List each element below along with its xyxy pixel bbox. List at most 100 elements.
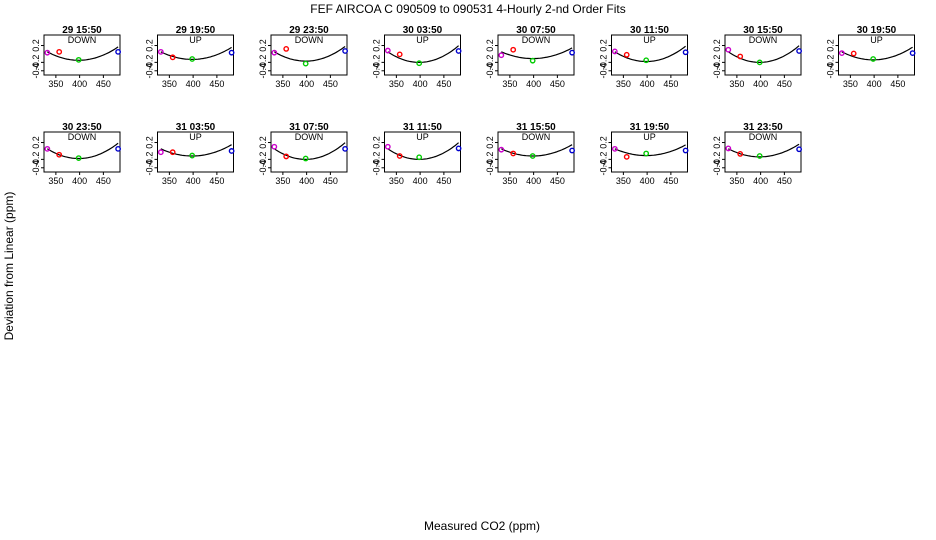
x-tick-label: 450 xyxy=(436,79,451,89)
data-point xyxy=(737,53,744,60)
data-point xyxy=(283,153,290,160)
y-tick-label: -0.2 xyxy=(372,55,382,71)
x-tick-label: 450 xyxy=(436,176,451,186)
data-point xyxy=(302,155,309,162)
y-tick-label: -0.2 xyxy=(258,55,268,71)
y-tick-label: -0.2 xyxy=(826,55,836,71)
x-tick-label: 350 xyxy=(843,79,858,89)
data-point xyxy=(115,145,122,152)
panel-frame xyxy=(270,34,348,76)
y-tick-label: -0.2 xyxy=(485,55,495,71)
x-tick-label: 450 xyxy=(209,176,224,186)
y-tick-label: -0.2 xyxy=(145,55,155,71)
data-point xyxy=(529,57,536,64)
data-point xyxy=(682,147,689,154)
fit-curve xyxy=(273,142,346,160)
data-point xyxy=(396,51,403,58)
data-point xyxy=(416,154,423,161)
y-axis-label: Deviation from Linear (ppm) xyxy=(2,192,16,341)
y-tick-label: 0.2 xyxy=(31,39,41,52)
x-tick-label: 400 xyxy=(186,176,201,186)
fit-curve xyxy=(501,144,573,157)
panel-title: 30 07:50 xyxy=(516,25,556,36)
panel-direction: UP xyxy=(870,35,883,45)
x-tick-label: 450 xyxy=(96,176,111,186)
data-point xyxy=(157,48,164,55)
panel-frame xyxy=(724,131,802,173)
x-tick-label: 450 xyxy=(209,79,224,89)
panel-frame xyxy=(724,34,802,76)
data-point xyxy=(498,146,505,153)
panel-direction: DOWN xyxy=(295,35,324,45)
data-point xyxy=(611,48,618,55)
y-tick-label: 0.2 xyxy=(372,136,382,149)
x-tick-label: 400 xyxy=(526,176,541,186)
y-tick-label: -0.4 xyxy=(31,160,41,176)
data-point xyxy=(56,48,63,55)
x-tick-label: 350 xyxy=(275,176,290,186)
data-point xyxy=(870,56,877,62)
panel-frame xyxy=(497,34,575,76)
fit-curve xyxy=(614,144,686,157)
data-point xyxy=(796,48,802,54)
x-tick-label: 400 xyxy=(72,79,87,89)
panel-title: 30 11:50 xyxy=(630,25,669,36)
x-tick-label: 350 xyxy=(389,79,404,89)
panel-frame xyxy=(43,131,121,173)
x-tick-label: 450 xyxy=(323,79,338,89)
x-tick-label: 400 xyxy=(186,79,201,89)
fit-curve xyxy=(728,143,800,158)
panel-direction: DOWN xyxy=(522,35,551,45)
y-tick-label: -0.4 xyxy=(145,160,155,176)
y-tick-label: -0.2 xyxy=(372,152,382,168)
data-point xyxy=(384,143,391,150)
data-point xyxy=(115,48,122,55)
data-point xyxy=(44,145,51,152)
panel-title: 31 19:50 xyxy=(630,122,670,133)
y-tick-label: -0.4 xyxy=(599,160,609,176)
panel-direction: UP xyxy=(643,35,656,45)
x-axis-label: Measured CO2 (ppm) xyxy=(424,519,540,533)
x-tick-label: 400 xyxy=(753,79,768,89)
y-tick-label: -0.2 xyxy=(31,152,41,168)
y-tick-label: 0.2 xyxy=(485,136,495,149)
data-point xyxy=(169,54,176,61)
y-tick-label: -0.2 xyxy=(258,152,268,168)
y-tick-label: -0.4 xyxy=(31,63,41,79)
y-tick-label: -0.2 xyxy=(485,152,495,168)
x-tick-label: 350 xyxy=(275,79,290,89)
data-point xyxy=(623,51,630,58)
data-point xyxy=(169,149,176,156)
x-tick-label: 400 xyxy=(299,79,314,89)
y-tick-label: -0.4 xyxy=(485,63,495,79)
panel-title: 31 07:50 xyxy=(289,122,329,133)
data-point xyxy=(510,150,517,157)
y-tick-label: -0.4 xyxy=(258,160,268,176)
data-point xyxy=(725,46,732,53)
data-point xyxy=(228,49,235,56)
x-tick-label: 350 xyxy=(389,176,404,186)
data-point xyxy=(75,155,82,162)
x-tick-label: 450 xyxy=(323,176,338,186)
x-tick-label: 450 xyxy=(663,176,678,186)
y-tick-label: 0.2 xyxy=(145,39,155,52)
y-tick-label: -0.4 xyxy=(258,63,268,79)
panel-direction: DOWN xyxy=(295,132,324,142)
panel-title: 30 19:50 xyxy=(857,25,897,36)
y-tick-label: -0.4 xyxy=(485,160,495,176)
panel-direction: UP xyxy=(189,35,202,45)
y-tick-label: -0.2 xyxy=(712,152,722,168)
panel-direction: DOWN xyxy=(749,35,778,45)
data-point xyxy=(529,153,536,159)
data-point xyxy=(756,153,763,159)
panel-direction: DOWN xyxy=(68,35,97,45)
y-tick-label: -0.2 xyxy=(145,152,155,168)
data-point xyxy=(75,56,82,63)
x-tick-label: 450 xyxy=(890,79,905,89)
